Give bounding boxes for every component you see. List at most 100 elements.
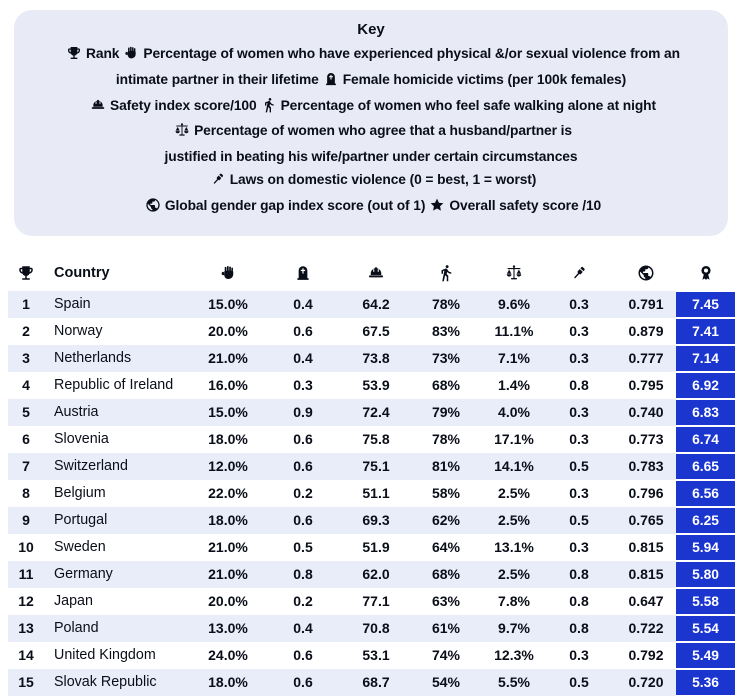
cell-homicide: 0.5 xyxy=(293,539,313,556)
key-text: Percentage of women who feel safe walkin… xyxy=(280,97,657,113)
cell-violence: 16.0% xyxy=(208,377,248,394)
cell-gender-gap: 0.879 xyxy=(628,323,664,340)
key-legend: Rank Percentage of women who have experie… xyxy=(28,43,714,221)
cell-agree: 11.1% xyxy=(494,323,534,340)
cell-agree: 5.5% xyxy=(486,668,542,696)
cell-walk-safe: 78% xyxy=(406,290,486,318)
cell-walk-safe: 64% xyxy=(431,539,461,556)
cell-homicide: 0.8 xyxy=(260,560,346,588)
cell-violence: 15.0% xyxy=(196,398,260,426)
cell-country: Norway xyxy=(54,323,103,340)
table-row: 8 Belgium 22.0% 0.2 51.1 58% 2.5% 0.3 0.796 6.56 xyxy=(8,479,735,507)
cell-violence: 18.0% xyxy=(208,431,248,448)
cell-country: Germany xyxy=(44,560,196,588)
cell-safety-index: 68.7 xyxy=(346,668,406,696)
cell-walk-safe: 63% xyxy=(431,593,461,610)
score-badge: 7.45 xyxy=(676,290,735,318)
score-badge: 5.58 xyxy=(676,587,735,615)
cell-walk-safe: 54% xyxy=(406,668,486,696)
column-header-violence xyxy=(196,255,260,291)
cell-laws: 0.3 xyxy=(542,344,616,372)
cell-agree: 14.1% xyxy=(486,452,542,480)
key-text: Safety index score/100 xyxy=(109,97,257,113)
table-header-row: Country xyxy=(8,255,735,291)
key-text: Percentage of women who have experienced… xyxy=(143,46,680,61)
key-text: Laws on domestic violence (0 = best, 1 =… xyxy=(229,171,537,187)
column-header-score xyxy=(676,255,735,291)
cell-walk-safe: 78% xyxy=(431,431,461,448)
cell-gender-gap: 0.647 xyxy=(628,593,664,610)
cell-safety-index: 70.8 xyxy=(346,614,406,642)
cell-laws: 0.3 xyxy=(569,431,589,448)
table-row: 13 Poland 13.0% 0.4 70.8 61% 9.7% 0.8 0.722 5.54 xyxy=(8,614,735,642)
cell-violence: 21.0% xyxy=(196,560,260,588)
key-text: Female homicide victims (per 100k female… xyxy=(342,71,627,87)
cell-rank: 11 xyxy=(8,560,44,588)
trophy-icon xyxy=(66,45,82,69)
cell-agree: 13.1% xyxy=(494,539,534,556)
star-icon xyxy=(429,197,445,221)
score-badge: 6.92 xyxy=(676,371,735,399)
cell-gender-gap: 0.791 xyxy=(616,290,676,318)
hardhat-icon xyxy=(90,97,106,121)
cell-country: Netherlands xyxy=(44,344,196,372)
key-line: Percentage of women who agree that a hus… xyxy=(28,120,714,146)
score-badge: 5.36 xyxy=(676,668,735,696)
gavel-icon xyxy=(570,264,588,280)
table-row: 10 Sweden 21.0% 0.5 51.9 64% 13.1% 0.3 0.815 5.94 xyxy=(8,533,735,561)
cell-gender-gap: 0.815 xyxy=(628,539,664,556)
table-row: 1 Spain 15.0% 0.4 64.2 78% 9.6% 0.3 0.791 7.45 xyxy=(8,290,735,318)
cell-walk-safe: 81% xyxy=(406,452,486,480)
key-title: Key xyxy=(357,21,385,38)
cell-rank: 1 xyxy=(8,290,44,318)
cell-rank: 3 xyxy=(8,344,44,372)
column-header-walk_safe xyxy=(406,255,486,291)
cell-agree: 2.5% xyxy=(498,485,530,502)
cell-violence: 18.0% xyxy=(196,668,260,696)
cell-walk-safe: 73% xyxy=(406,344,486,372)
cell-safety-index: 75.8 xyxy=(362,431,390,448)
globe-icon xyxy=(145,197,161,221)
cell-laws: 0.5 xyxy=(542,452,616,480)
cell-homicide: 0.9 xyxy=(260,398,346,426)
cell-country: Japan xyxy=(54,593,93,610)
table-row: 5 Austria 15.0% 0.9 72.4 79% 4.0% 0.3 0.740 6.83 xyxy=(8,398,735,426)
column-header-laws xyxy=(542,255,616,291)
cell-agree: 17.1% xyxy=(494,431,534,448)
cell-laws: 0.8 xyxy=(569,593,589,610)
cell-gender-gap: 0.777 xyxy=(616,344,676,372)
cell-homicide: 0.6 xyxy=(260,452,346,480)
cell-violence: 12.0% xyxy=(196,452,260,480)
cell-homicide: 0.6 xyxy=(260,506,346,534)
cell-homicide: 0.4 xyxy=(260,290,346,318)
table-row: 6 Slovenia 18.0% 0.6 75.8 78% 17.1% 0.3 0.773 6.7… xyxy=(8,425,735,453)
cell-safety-index: 53.1 xyxy=(362,647,390,664)
cell-gender-gap: 0.815 xyxy=(616,560,676,588)
cell-gender-gap: 0.740 xyxy=(616,398,676,426)
scales-icon xyxy=(174,122,190,146)
key-line: Rank Percentage of women who have experie… xyxy=(28,43,714,69)
cell-rank: 15 xyxy=(8,668,44,696)
score-badge: 5.94 xyxy=(676,533,735,561)
score-badge: 6.83 xyxy=(676,398,735,426)
cell-walk-safe: 79% xyxy=(406,398,486,426)
table-row: 11 Germany 21.0% 0.8 62.0 68% 2.5% 0.8 0.815 5.80 xyxy=(8,560,735,588)
cell-walk-safe: 61% xyxy=(406,614,486,642)
key-panel: Key Rank Percentage of women who have exp… xyxy=(14,10,728,236)
score-badge: 7.41 xyxy=(676,317,735,345)
cell-violence: 21.0% xyxy=(208,539,248,556)
cell-laws: 0.8 xyxy=(569,377,589,394)
cell-rank: 14 xyxy=(18,647,34,664)
key-line: Global gender gap index score (out of 1)… xyxy=(28,195,714,221)
cell-agree: 4.0% xyxy=(486,398,542,426)
women-safety-table: Country 1 Spain 15.0% 0.4 64.2 78% 9.6% 0.3 0.79… xyxy=(8,255,735,696)
column-header-label: Country xyxy=(54,264,110,281)
cell-country: Slovenia xyxy=(54,431,109,448)
cell-country: Slovak Republic xyxy=(44,668,196,696)
column-header-country: Country xyxy=(44,255,196,291)
cell-rank: 10 xyxy=(18,539,34,556)
cell-safety-index: 72.4 xyxy=(346,398,406,426)
cell-safety-index: 51.9 xyxy=(362,539,390,556)
cell-agree: 1.4% xyxy=(498,377,530,394)
cell-gender-gap: 0.722 xyxy=(616,614,676,642)
